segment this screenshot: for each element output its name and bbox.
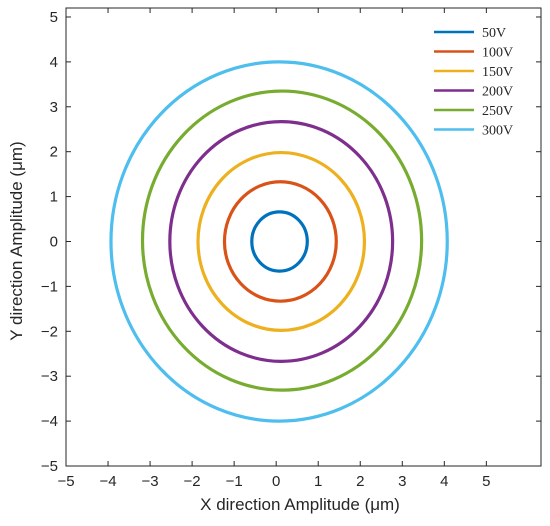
y-tick-label: 0 (50, 233, 58, 250)
x-tick-label: −2 (184, 473, 201, 490)
y-tick-label: −1 (41, 278, 58, 295)
series-line-5 (109, 60, 449, 423)
legend: 50V 100V 150V 200V 250V 300V (434, 26, 513, 139)
legend-label-0: 50V (482, 26, 506, 41)
axes: −5 −4 −3 −2 −1 0 1 2 3 4 5 −5 −4 −3 −2 −1 0 1 2 3 4 5 (41, 7, 542, 490)
x-tick-label: −3 (142, 473, 159, 490)
y-axis-title: Y direction Amplitude (μm) (7, 141, 26, 340)
y-tick-label: 2 (50, 144, 58, 161)
legend-label-4: 250V (482, 104, 513, 119)
plot-area (109, 60, 449, 423)
y-tick-label: 4 (50, 54, 58, 71)
x-tick-label: 1 (314, 473, 322, 490)
series-line-3 (168, 120, 395, 363)
x-axis-title: X direction Amplitude (μm) (200, 495, 400, 514)
legend-label-2: 150V (482, 65, 513, 80)
x-tick-label: −5 (57, 473, 74, 490)
axes-box (65, 7, 542, 467)
series-line-2 (196, 150, 367, 332)
y-tick-label: 1 (50, 189, 58, 206)
legend-label-1: 100V (482, 46, 513, 61)
y-tick-label: −5 (41, 458, 58, 475)
x-tick-label: 2 (356, 473, 364, 490)
legend-label-3: 200V (482, 85, 513, 100)
series-line-4 (140, 89, 424, 392)
x-tick-label: −4 (99, 473, 116, 490)
y-tick-label: 5 (50, 9, 58, 26)
x-tick-label: 4 (440, 473, 448, 490)
x-tick-label: 5 (482, 473, 490, 490)
series-line-1 (222, 180, 338, 303)
x-tick-label: 3 (398, 473, 406, 490)
y-tick-label: 3 (50, 99, 58, 116)
y-tick-label: −3 (41, 368, 58, 385)
x-tick-label: 0 (272, 473, 280, 490)
legend-label-5: 300V (482, 124, 513, 139)
y-tick-label: −4 (41, 413, 58, 430)
x-tick-label: −1 (226, 473, 243, 490)
series-line-0 (250, 210, 309, 273)
y-tick-label: −2 (41, 323, 58, 340)
